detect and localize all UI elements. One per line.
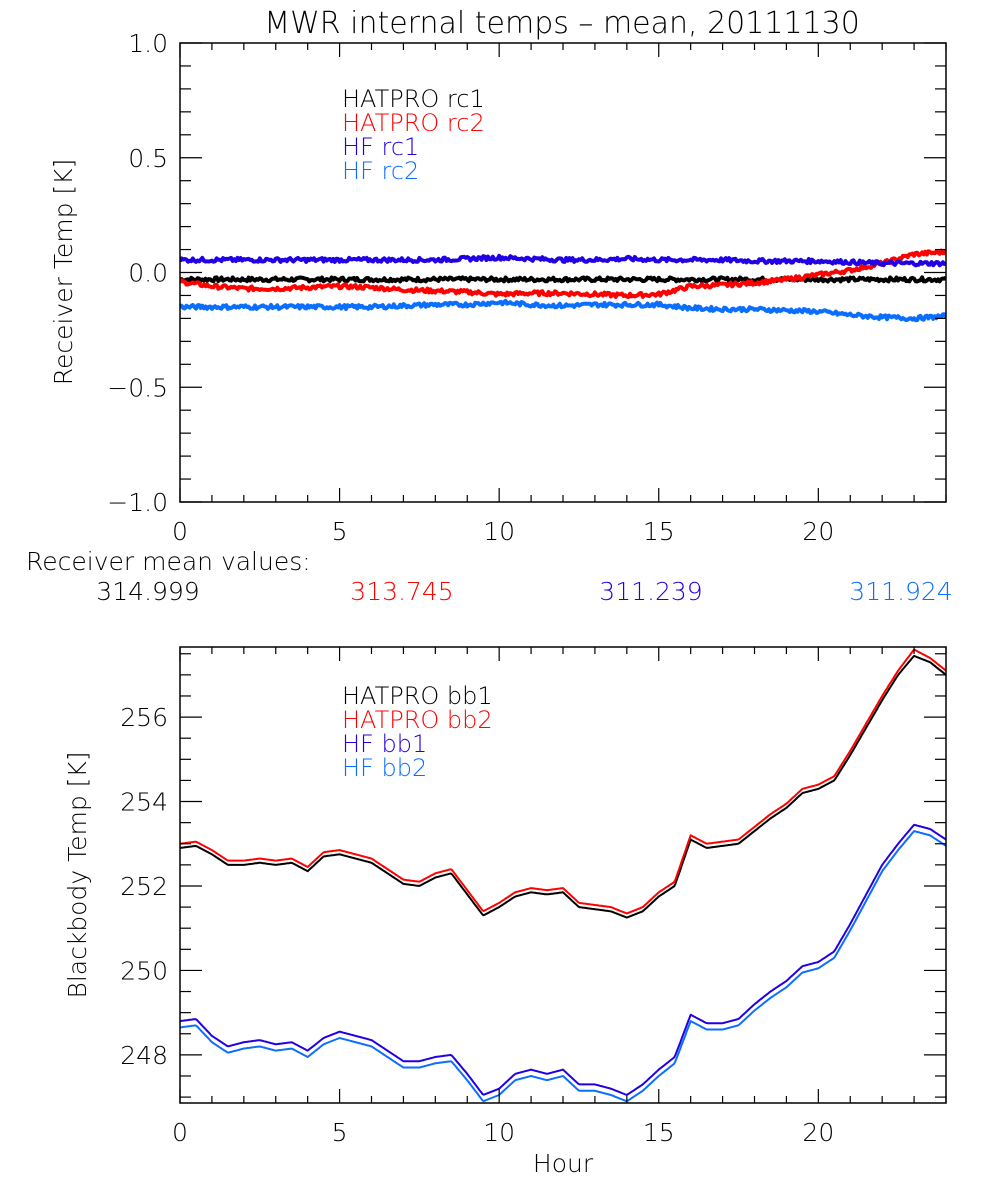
blackbody-x-axis-label: Hour [533, 1149, 594, 1178]
legend-item-hatpro-rc1: HATPRO rc1 [342, 85, 485, 113]
y-tick-label: 0.5 [128, 144, 168, 173]
legend-item-hf-bb1: HF bb1 [342, 730, 427, 758]
y-tick-label: 248 [120, 1041, 168, 1070]
x-tick-label: 20 [802, 517, 834, 546]
receiver-mean-hatpro-rc2: 313.745 [350, 577, 453, 606]
series-line-hatpro-rc1 [180, 275, 946, 284]
series-line-hf-bb2 [180, 830, 946, 1103]
receiver-series-lines [180, 248, 946, 323]
receiver-mean-hatpro-rc1: 314.999 [96, 577, 199, 606]
blackbody-legend: HATPRO bb1 HATPRO bb2 HF bb1 HF bb2 [342, 682, 493, 782]
legend-item-hatpro-bb1: HATPRO bb1 [342, 682, 493, 710]
x-tick-label: 0 [172, 1118, 188, 1147]
series-line-hf-rc1 [180, 253, 946, 268]
y-tick-label: −1.0 [107, 488, 168, 517]
x-tick-label: 0 [172, 517, 188, 546]
receiver-axes: 0 5 10 15 20 −1.0 −0.5 0.0 0.5 1.0 [107, 29, 947, 546]
x-tick-label: 10 [483, 517, 515, 546]
legend-item-hatpro-rc2: HATPRO rc2 [342, 109, 485, 137]
x-tick-label: 10 [483, 1118, 515, 1147]
legend-item-hf-bb2: HF bb2 [342, 754, 427, 782]
x-tick-label: 5 [332, 517, 348, 546]
series-line-hatpro-rc2 [180, 248, 946, 299]
x-tick-label: 15 [643, 1118, 675, 1147]
receiver-mean-hf-rc2: 311.924 [849, 577, 952, 606]
series-line-hf-bb1 [180, 823, 946, 1096]
blackbody-temp-plot: 0 5 10 15 20 248 250 252 254 256 Blackbody Temp [… [63, 646, 947, 1178]
legend-item-hf-rc1: HF rc1 [342, 133, 419, 161]
receiver-y-axis-label: Receiver Temp [K] [49, 159, 78, 386]
legend-item-hf-rc2: HF rc2 [342, 157, 419, 185]
receiver-temp-plot: 0 5 10 15 20 −1.0 −0.5 0.0 0.5 1.0 Receiver Temp … [49, 29, 947, 546]
series-line-hatpro-bb1 [180, 654, 946, 919]
x-tick-label: 15 [643, 517, 675, 546]
y-tick-label: 256 [120, 703, 168, 732]
y-tick-label: 250 [120, 956, 168, 985]
blackbody-axes: 0 5 10 15 20 248 250 252 254 256 [120, 646, 947, 1147]
series-line-hf-rc2 [180, 298, 946, 323]
x-tick-label: 20 [802, 1118, 834, 1147]
blackbody-plot-frame [179, 646, 947, 1104]
blackbody-y-axis-label: Blackbody Temp [K] [63, 751, 92, 998]
receiver-mean-values: Receiver mean values: 314.999 313.745 31… [26, 547, 953, 606]
series-line-hatpro-bb2 [180, 648, 946, 915]
chart-title: MWR internal temps – mean, 20111130 [264, 6, 860, 41]
blackbody-series-lines [180, 648, 946, 1103]
receiver-mean-hf-rc1: 311.239 [599, 577, 702, 606]
y-tick-label: 1.0 [128, 29, 168, 58]
y-tick-label: 0.0 [128, 259, 168, 288]
receiver-legend: HATPRO rc1 HATPRO rc2 HF rc1 HF rc2 [342, 85, 485, 185]
y-tick-label: −0.5 [107, 373, 168, 402]
y-tick-label: 254 [120, 788, 168, 817]
x-tick-label: 5 [332, 1118, 348, 1147]
legend-item-hatpro-bb2: HATPRO bb2 [342, 706, 493, 734]
y-tick-label: 252 [120, 872, 168, 901]
receiver-mean-label: Receiver mean values: [26, 547, 311, 576]
